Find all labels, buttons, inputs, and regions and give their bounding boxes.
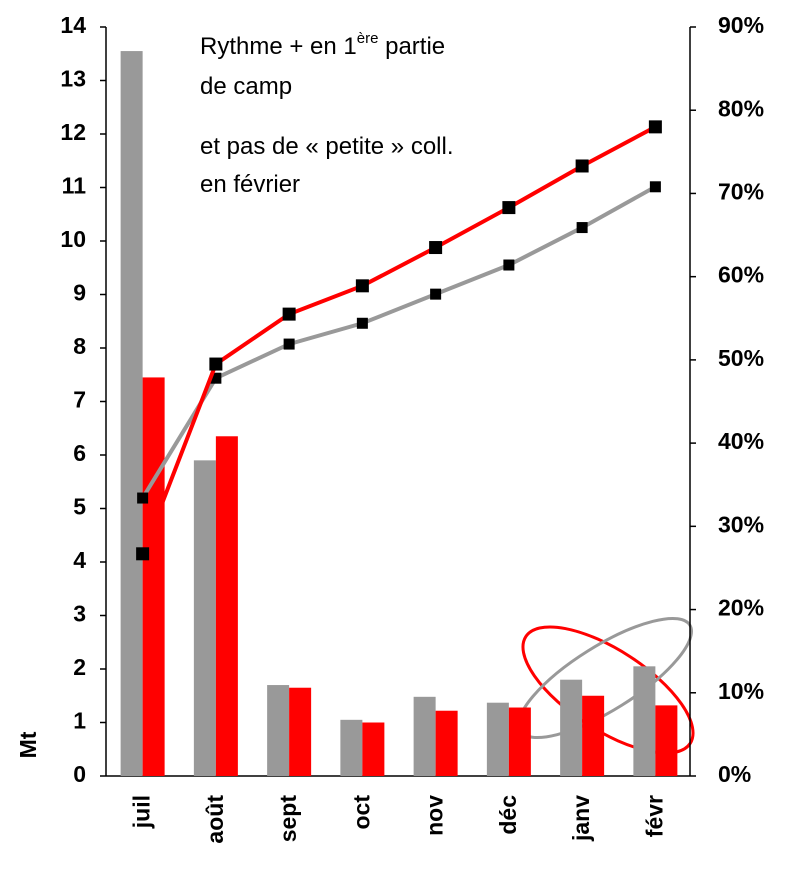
bar	[120, 51, 143, 776]
bar	[655, 705, 678, 776]
x-tick-label: sept	[275, 795, 301, 843]
bar	[193, 460, 216, 776]
line-marker	[355, 279, 369, 293]
line	[140, 125, 657, 555]
y-tick-label: 3	[73, 601, 86, 627]
annotation-part: de camp	[200, 73, 292, 100]
y2-tick-label: 30%	[718, 511, 764, 537]
y-tick-label: 12	[60, 119, 86, 145]
y-tick-label: 7	[73, 387, 86, 413]
bar	[267, 685, 290, 776]
x-tick-label: août	[202, 795, 228, 844]
annotation-part: partie	[378, 33, 445, 60]
annotation-text: Rythme + en 1ère partie	[200, 30, 445, 60]
x-tick-label: nov	[422, 795, 448, 836]
bar	[508, 707, 531, 776]
bar	[582, 695, 605, 776]
line-marker	[136, 547, 150, 561]
line	[140, 185, 657, 500]
line-marker	[356, 317, 368, 329]
bar	[560, 679, 583, 776]
line-marker	[209, 357, 223, 371]
bar	[142, 377, 165, 776]
bar	[633, 666, 656, 776]
x-tick-label: oct	[348, 795, 374, 830]
y-tick-label: 1	[73, 708, 86, 734]
x-tick-label: déc	[495, 795, 521, 835]
y2-tick-label: 20%	[718, 595, 764, 621]
x-tick-label: févr	[641, 795, 667, 837]
bar	[215, 436, 238, 776]
line-marker	[283, 338, 295, 350]
bar	[435, 710, 458, 776]
y-tick-label: 6	[73, 440, 86, 466]
line-marker	[502, 201, 516, 215]
y-tick-label: 13	[60, 66, 86, 92]
bar	[486, 702, 509, 776]
y2-tick-label: 90%	[718, 12, 764, 38]
line-marker	[649, 181, 661, 193]
y-tick-label: 4	[73, 547, 86, 573]
y-tick-label: 8	[73, 333, 86, 359]
line-marker	[137, 492, 149, 504]
bar	[413, 696, 436, 776]
y2-tick-label: 0%	[718, 761, 751, 787]
line-marker	[282, 307, 296, 321]
y-tick-label: 11	[62, 173, 87, 199]
y2-tick-label: 60%	[718, 262, 764, 288]
bar	[289, 687, 312, 776]
y2-tick-label: 70%	[718, 179, 764, 205]
x-tick-label: janv	[568, 795, 594, 842]
y2-tick-label: 80%	[718, 95, 764, 121]
y-tick-label: 9	[73, 280, 86, 306]
line-marker	[430, 288, 442, 300]
line-marker	[210, 372, 222, 384]
annotation-part: ère	[357, 30, 379, 47]
y-tick-label: 14	[60, 12, 86, 38]
y-tick-label: 10	[60, 226, 86, 252]
annotation-part: et pas de « petite » coll.	[200, 133, 454, 160]
y-tick-label: 2	[73, 654, 86, 680]
annotation-text: de camp	[200, 73, 292, 100]
y-tick-label: 0	[73, 761, 86, 787]
line-marker	[503, 259, 515, 271]
bar	[340, 719, 363, 776]
y2-tick-label: 40%	[718, 428, 764, 454]
y-tick-label: 5	[73, 494, 86, 520]
y2-tick-label: 10%	[718, 678, 764, 704]
annotation-text: en février	[200, 171, 300, 198]
highlight-ellipse	[521, 625, 695, 755]
annotation-text: et pas de « petite » coll.	[200, 133, 454, 160]
y2-tick-label: 50%	[718, 345, 764, 371]
line-marker	[576, 222, 588, 234]
annotation-part: Rythme + en 1	[200, 33, 357, 60]
line-marker	[429, 241, 443, 255]
y-axis-label: Mt	[15, 731, 41, 758]
line-marker	[575, 159, 589, 173]
annotation-part: en février	[200, 171, 300, 198]
x-tick-label: juil	[129, 795, 155, 829]
annotation: Rythme + en 1ère partie de camp et pas de …	[200, 30, 454, 198]
line-marker	[648, 120, 662, 134]
bar	[362, 722, 385, 776]
